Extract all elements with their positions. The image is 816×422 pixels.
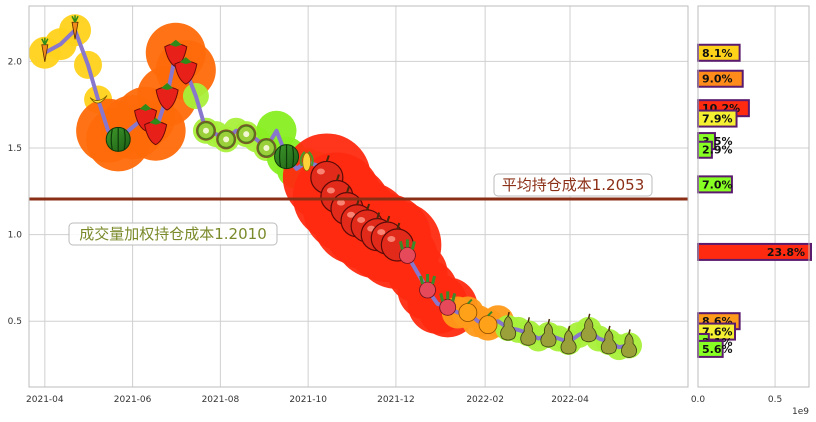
y-tick-label: 2.0 [8, 57, 23, 67]
radish-marker [439, 291, 457, 316]
average-cost-label: 平均持仓成本1.2053 [493, 173, 653, 197]
x-tick-label: 2021-06 [114, 395, 152, 405]
y-tick-label: 0.5 [8, 317, 22, 327]
pear-marker [500, 311, 517, 341]
radish-marker [398, 239, 416, 264]
distribution-bar: 8.1% [697, 43, 741, 62]
weighted-cost-label: 成交量加权持仓成本1.2010 [68, 222, 278, 246]
distribution-bar: 7.9% [697, 109, 738, 128]
y-tick-label: 1.0 [8, 231, 23, 241]
distribution-bar: 9.0% [697, 69, 744, 88]
distribution-axes-frame [697, 5, 810, 388]
price-axes: 2021-04 2021-06 2021-08 2021-10 2021-12 2022-… [8, 5, 689, 405]
distribution-bar-label: 2.9% [702, 144, 733, 157]
kiwi-marker [216, 129, 237, 150]
pear-marker [520, 317, 537, 346]
x-tick-label: 2021-10 [289, 395, 327, 405]
distribution-bar-label: 9.0% [702, 73, 733, 86]
carrot-marker [71, 15, 79, 40]
banana-marker [89, 95, 108, 104]
x-tick-label: 2021-08 [202, 395, 240, 405]
price-axes-frame [28, 5, 689, 388]
x-tick-label: 2022-02 [466, 395, 504, 405]
x-tick-label: 2021-04 [26, 395, 64, 405]
distribution-bar: 2.9% [697, 140, 733, 159]
distribution-bar: 23.8% [697, 242, 812, 261]
cost-annotations: 平均持仓成本1.2053 成交量加权持仓成本1.2010 [68, 173, 653, 246]
x-tick-label: 2021-12 [377, 395, 415, 405]
watermelon-marker [274, 144, 300, 170]
dist-x-tick-label: 0.5 [768, 395, 782, 405]
strawberry-marker [144, 117, 168, 146]
pear-marker [540, 318, 557, 348]
distribution-axes: 0.0 0.5 1e9 [691, 5, 810, 417]
strawberry-marker [174, 57, 198, 85]
svg-text:平均持仓成本1.2053: 平均持仓成本1.2053 [502, 176, 645, 194]
dist-scale-label: 1e9 [792, 407, 809, 417]
y-tick-label: 1.5 [8, 144, 22, 154]
kiwi-marker [195, 120, 216, 141]
distribution-bar-label: 23.8% [767, 246, 805, 259]
pear-marker [580, 313, 597, 343]
distribution-bar: 7.0% [697, 175, 733, 194]
corn-marker [299, 151, 314, 172]
pear-marker [560, 325, 577, 355]
kiwi-marker [256, 138, 277, 159]
kiwi-marker [236, 124, 257, 145]
carrot-marker [41, 37, 49, 62]
strawberry-marker [155, 83, 179, 111]
orange-marker [458, 298, 478, 322]
fruit-markers [41, 15, 637, 358]
x-tick-label: 2022-04 [551, 395, 589, 405]
distribution-plot-area [697, 6, 809, 387]
distribution-bar-label: 7.9% [702, 113, 733, 126]
distribution-bar-label: 7.0% [702, 178, 733, 191]
pear-marker [621, 329, 637, 358]
radish-marker [419, 274, 437, 299]
pear-marker [600, 325, 617, 355]
distribution-bar-label: 8.1% [702, 47, 733, 60]
watermelon-marker [105, 126, 131, 152]
dist-x-tick-label: 0.0 [691, 395, 706, 405]
orange-marker [478, 310, 498, 335]
distribution-bar: 5.6% [697, 339, 733, 358]
svg-text:成交量加权持仓成本1.2010: 成交量加权持仓成本1.2010 [79, 225, 267, 243]
distribution-bar-label: 5.6% [702, 343, 733, 356]
